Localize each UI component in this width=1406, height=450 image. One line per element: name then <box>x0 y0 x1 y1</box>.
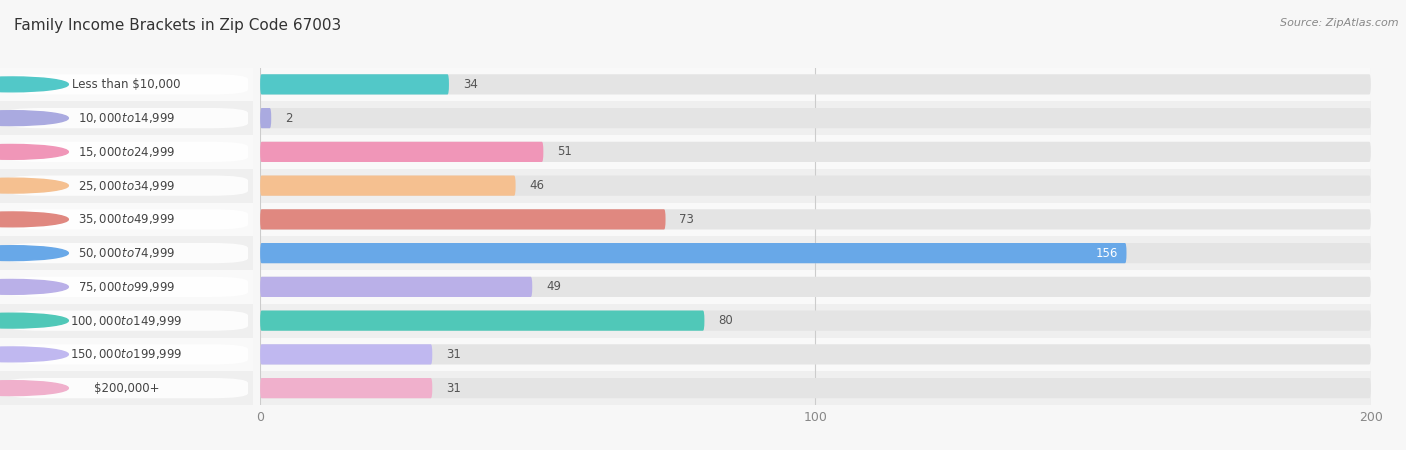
FancyBboxPatch shape <box>260 176 1371 196</box>
Text: Less than $10,000: Less than $10,000 <box>72 78 181 91</box>
FancyBboxPatch shape <box>260 371 1371 405</box>
FancyBboxPatch shape <box>260 101 1371 135</box>
FancyBboxPatch shape <box>260 344 1371 364</box>
FancyBboxPatch shape <box>260 310 1371 331</box>
Text: $200,000+: $200,000+ <box>94 382 159 395</box>
FancyBboxPatch shape <box>260 68 1371 101</box>
Text: $100,000 to $149,999: $100,000 to $149,999 <box>70 314 183 328</box>
Text: 80: 80 <box>718 314 733 327</box>
Text: $75,000 to $99,999: $75,000 to $99,999 <box>77 280 176 294</box>
Circle shape <box>0 77 69 92</box>
FancyBboxPatch shape <box>6 277 247 297</box>
Circle shape <box>0 279 69 294</box>
FancyBboxPatch shape <box>0 304 253 338</box>
FancyBboxPatch shape <box>0 270 253 304</box>
FancyBboxPatch shape <box>6 243 247 263</box>
FancyBboxPatch shape <box>6 378 247 398</box>
FancyBboxPatch shape <box>6 142 247 162</box>
FancyBboxPatch shape <box>6 209 247 230</box>
FancyBboxPatch shape <box>260 243 1371 263</box>
Text: 51: 51 <box>557 145 572 158</box>
Text: $15,000 to $24,999: $15,000 to $24,999 <box>77 145 176 159</box>
FancyBboxPatch shape <box>260 338 1371 371</box>
FancyBboxPatch shape <box>260 304 1371 338</box>
FancyBboxPatch shape <box>260 108 1371 128</box>
FancyBboxPatch shape <box>260 202 1371 236</box>
Circle shape <box>0 246 69 261</box>
FancyBboxPatch shape <box>260 142 543 162</box>
Text: 49: 49 <box>546 280 561 293</box>
FancyBboxPatch shape <box>0 68 253 101</box>
Text: 34: 34 <box>463 78 478 91</box>
Text: $25,000 to $34,999: $25,000 to $34,999 <box>77 179 176 193</box>
Text: 73: 73 <box>679 213 695 226</box>
Circle shape <box>0 111 69 126</box>
Text: 156: 156 <box>1095 247 1118 260</box>
FancyBboxPatch shape <box>260 142 1371 162</box>
Text: $35,000 to $49,999: $35,000 to $49,999 <box>77 212 176 226</box>
FancyBboxPatch shape <box>260 74 1371 94</box>
Circle shape <box>0 347 69 362</box>
FancyBboxPatch shape <box>260 378 1371 398</box>
FancyBboxPatch shape <box>260 378 432 398</box>
FancyBboxPatch shape <box>260 310 704 331</box>
FancyBboxPatch shape <box>260 243 1126 263</box>
FancyBboxPatch shape <box>6 74 247 94</box>
FancyBboxPatch shape <box>0 202 253 236</box>
Text: $150,000 to $199,999: $150,000 to $199,999 <box>70 347 183 361</box>
FancyBboxPatch shape <box>260 344 432 364</box>
Circle shape <box>0 178 69 193</box>
FancyBboxPatch shape <box>0 338 253 371</box>
Text: $10,000 to $14,999: $10,000 to $14,999 <box>77 111 176 125</box>
FancyBboxPatch shape <box>6 108 247 128</box>
Text: Family Income Brackets in Zip Code 67003: Family Income Brackets in Zip Code 67003 <box>14 18 342 33</box>
FancyBboxPatch shape <box>0 371 253 405</box>
Circle shape <box>0 313 69 328</box>
Text: $50,000 to $74,999: $50,000 to $74,999 <box>77 246 176 260</box>
Text: Source: ZipAtlas.com: Source: ZipAtlas.com <box>1281 18 1399 28</box>
FancyBboxPatch shape <box>260 176 516 196</box>
FancyBboxPatch shape <box>260 169 1371 202</box>
FancyBboxPatch shape <box>260 209 665 230</box>
Circle shape <box>0 144 69 159</box>
FancyBboxPatch shape <box>260 108 271 128</box>
FancyBboxPatch shape <box>260 135 1371 169</box>
FancyBboxPatch shape <box>0 135 253 169</box>
Text: 31: 31 <box>446 382 461 395</box>
FancyBboxPatch shape <box>6 344 247 364</box>
FancyBboxPatch shape <box>6 310 247 331</box>
FancyBboxPatch shape <box>260 277 533 297</box>
FancyBboxPatch shape <box>260 209 1371 230</box>
FancyBboxPatch shape <box>0 101 253 135</box>
FancyBboxPatch shape <box>0 236 253 270</box>
FancyBboxPatch shape <box>260 236 1371 270</box>
Circle shape <box>0 212 69 227</box>
FancyBboxPatch shape <box>0 169 253 202</box>
Text: 2: 2 <box>285 112 292 125</box>
Text: 31: 31 <box>446 348 461 361</box>
FancyBboxPatch shape <box>260 74 449 94</box>
FancyBboxPatch shape <box>260 277 1371 297</box>
Text: 46: 46 <box>530 179 544 192</box>
Circle shape <box>0 381 69 396</box>
FancyBboxPatch shape <box>260 270 1371 304</box>
FancyBboxPatch shape <box>6 176 247 196</box>
